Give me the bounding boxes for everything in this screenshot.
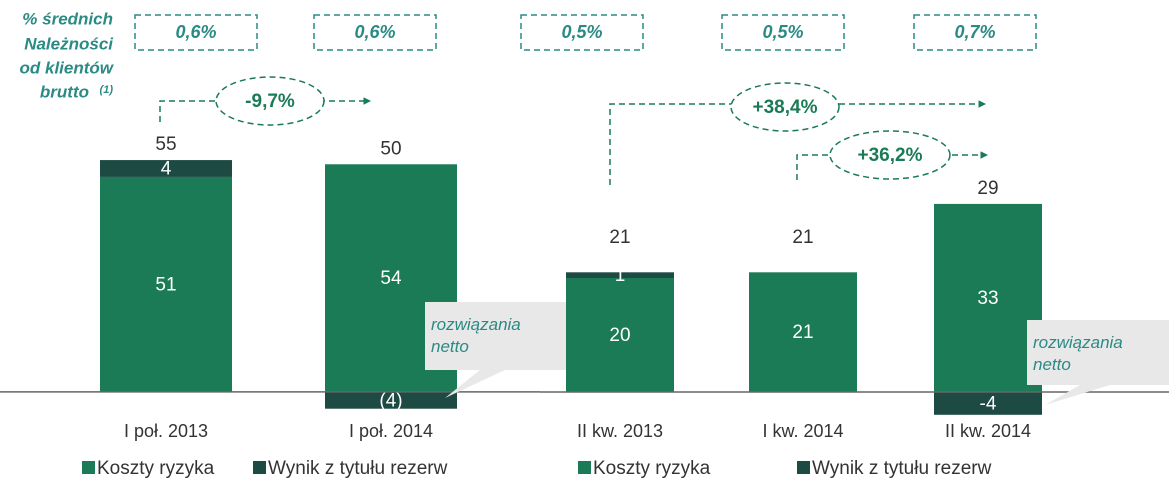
total-label: 21 bbox=[609, 227, 630, 248]
value-label: 21 bbox=[792, 322, 813, 343]
value-label: 4 bbox=[161, 159, 172, 180]
x-tick-label: I poł. 2014 bbox=[349, 421, 433, 441]
callout-box bbox=[1027, 320, 1169, 385]
percent-label: 0,6% bbox=[175, 22, 216, 42]
callout-line: rozwiązania bbox=[431, 315, 521, 334]
callout-tip bbox=[445, 370, 505, 398]
callout-line: netto bbox=[431, 337, 469, 356]
x-tick-label: II kw. 2013 bbox=[577, 421, 663, 441]
note-line: Należności bbox=[24, 34, 114, 53]
callout-tip bbox=[1045, 385, 1110, 405]
growth-ellipse bbox=[730, 82, 840, 132]
total-label: 50 bbox=[380, 138, 401, 159]
growth-arrow bbox=[609, 100, 986, 185]
percent-box bbox=[721, 14, 845, 51]
percent-box bbox=[913, 14, 1037, 51]
x-tick-label: II kw. 2014 bbox=[945, 421, 1031, 441]
note-line: od klientów bbox=[20, 58, 115, 77]
bar-segment bbox=[749, 272, 857, 392]
growth-label: -9,7% bbox=[245, 91, 295, 112]
note-footnote: (1) bbox=[100, 84, 114, 96]
percent-label: 0,7% bbox=[954, 22, 995, 42]
value-label: 20 bbox=[609, 325, 630, 346]
bar-segment bbox=[566, 278, 674, 392]
callout-label: rozwiązania netto bbox=[1033, 333, 1123, 374]
value-label: 51 bbox=[155, 274, 176, 295]
percent-box bbox=[313, 14, 437, 51]
value-label: 54 bbox=[380, 268, 402, 289]
growth-label: +36,2% bbox=[858, 145, 923, 166]
percent-box bbox=[134, 14, 258, 51]
growth-arrow bbox=[159, 97, 371, 122]
note-line: % średnich bbox=[22, 9, 113, 28]
bar-segment bbox=[934, 392, 1042, 415]
percent-box bbox=[520, 14, 644, 51]
callout-line: netto bbox=[1033, 355, 1071, 374]
x-tick-label: I poł. 2013 bbox=[124, 421, 208, 441]
value-label: (4) bbox=[379, 390, 402, 411]
callout-label: rozwiązania netto bbox=[431, 315, 521, 356]
x-tick-label: I kw. 2014 bbox=[762, 421, 843, 441]
value-label: 1 bbox=[615, 265, 626, 286]
bar-segment bbox=[100, 176, 232, 392]
growth-ellipse bbox=[829, 130, 951, 180]
callout-line: rozwiązania bbox=[1033, 333, 1123, 352]
percent-label: 0,5% bbox=[561, 22, 602, 42]
bar-segment bbox=[325, 391, 457, 409]
bar-segment bbox=[934, 203, 1042, 392]
value-label: -4 bbox=[980, 393, 997, 414]
legend-swatch bbox=[578, 461, 591, 474]
percent-label: 0,6% bbox=[354, 22, 395, 42]
note: % średnich Należności od klientów brutto… bbox=[20, 9, 115, 101]
total-label: 55 bbox=[155, 134, 176, 155]
callout-box bbox=[425, 302, 567, 370]
percent-label: 0,5% bbox=[762, 22, 803, 42]
value-label: 33 bbox=[977, 288, 998, 309]
growth-ellipse bbox=[215, 76, 325, 126]
legend-swatch bbox=[253, 461, 266, 474]
legend-label: Koszty ryzyka bbox=[97, 458, 215, 479]
total-label: 21 bbox=[792, 227, 813, 248]
legend-label: Koszty ryzyka bbox=[593, 458, 711, 479]
bar-segment bbox=[566, 272, 674, 278]
legend-swatch bbox=[797, 461, 810, 474]
growth-arrow bbox=[796, 151, 988, 180]
growth-label: +38,4% bbox=[753, 97, 818, 118]
legend-label: Wynik z tytułu rezerw bbox=[268, 458, 448, 479]
legend-label: Wynik z tytułu rezerw bbox=[812, 458, 992, 479]
legend-swatch bbox=[82, 461, 95, 474]
bar-segment bbox=[100, 160, 232, 177]
note-line: brutto bbox=[40, 82, 89, 101]
total-label: 29 bbox=[977, 178, 998, 199]
